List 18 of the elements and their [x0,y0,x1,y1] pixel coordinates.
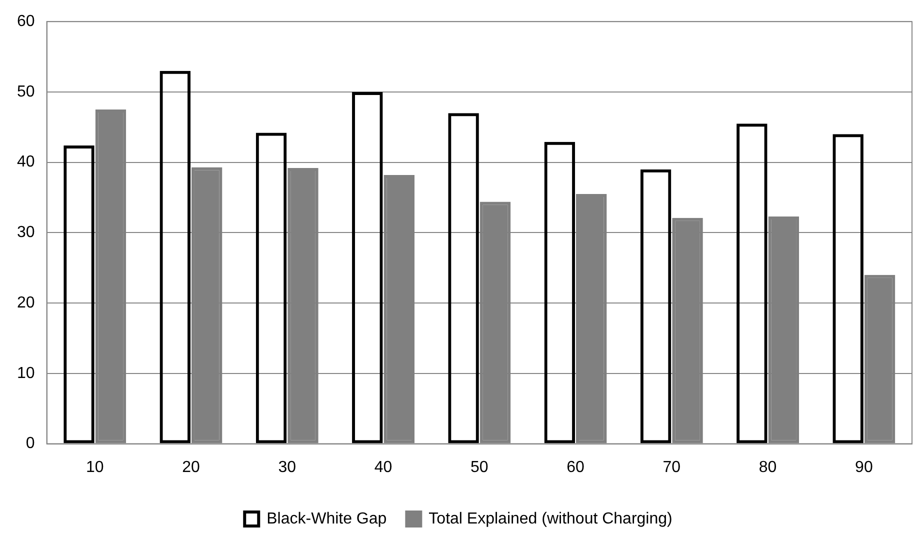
x-tick-label: 80 [758,458,777,476]
legend-label: Black-White Gap [266,510,387,528]
x-tick-label: 10 [86,458,104,476]
y-tick-label: 60 [17,13,35,30]
x-tick-label: 50 [470,458,488,476]
x-tick-label: 70 [662,458,681,476]
y-tick-label: 40 [17,154,35,171]
y-tick-label: 10 [17,364,35,382]
y-tick-label: 50 [17,83,35,100]
x-tick-label: 20 [182,458,200,476]
x-tick-label: 60 [566,458,585,476]
y-tick-label: 20 [17,294,35,312]
x-tick-label: 30 [278,458,296,476]
legend-label: Total Explained (without Charging) [428,510,672,528]
y-tick-label: 30 [17,224,35,242]
x-tick-label: 40 [374,458,392,476]
y-tick-label: 0 [26,435,35,452]
x-tick-label: 90 [855,458,873,476]
